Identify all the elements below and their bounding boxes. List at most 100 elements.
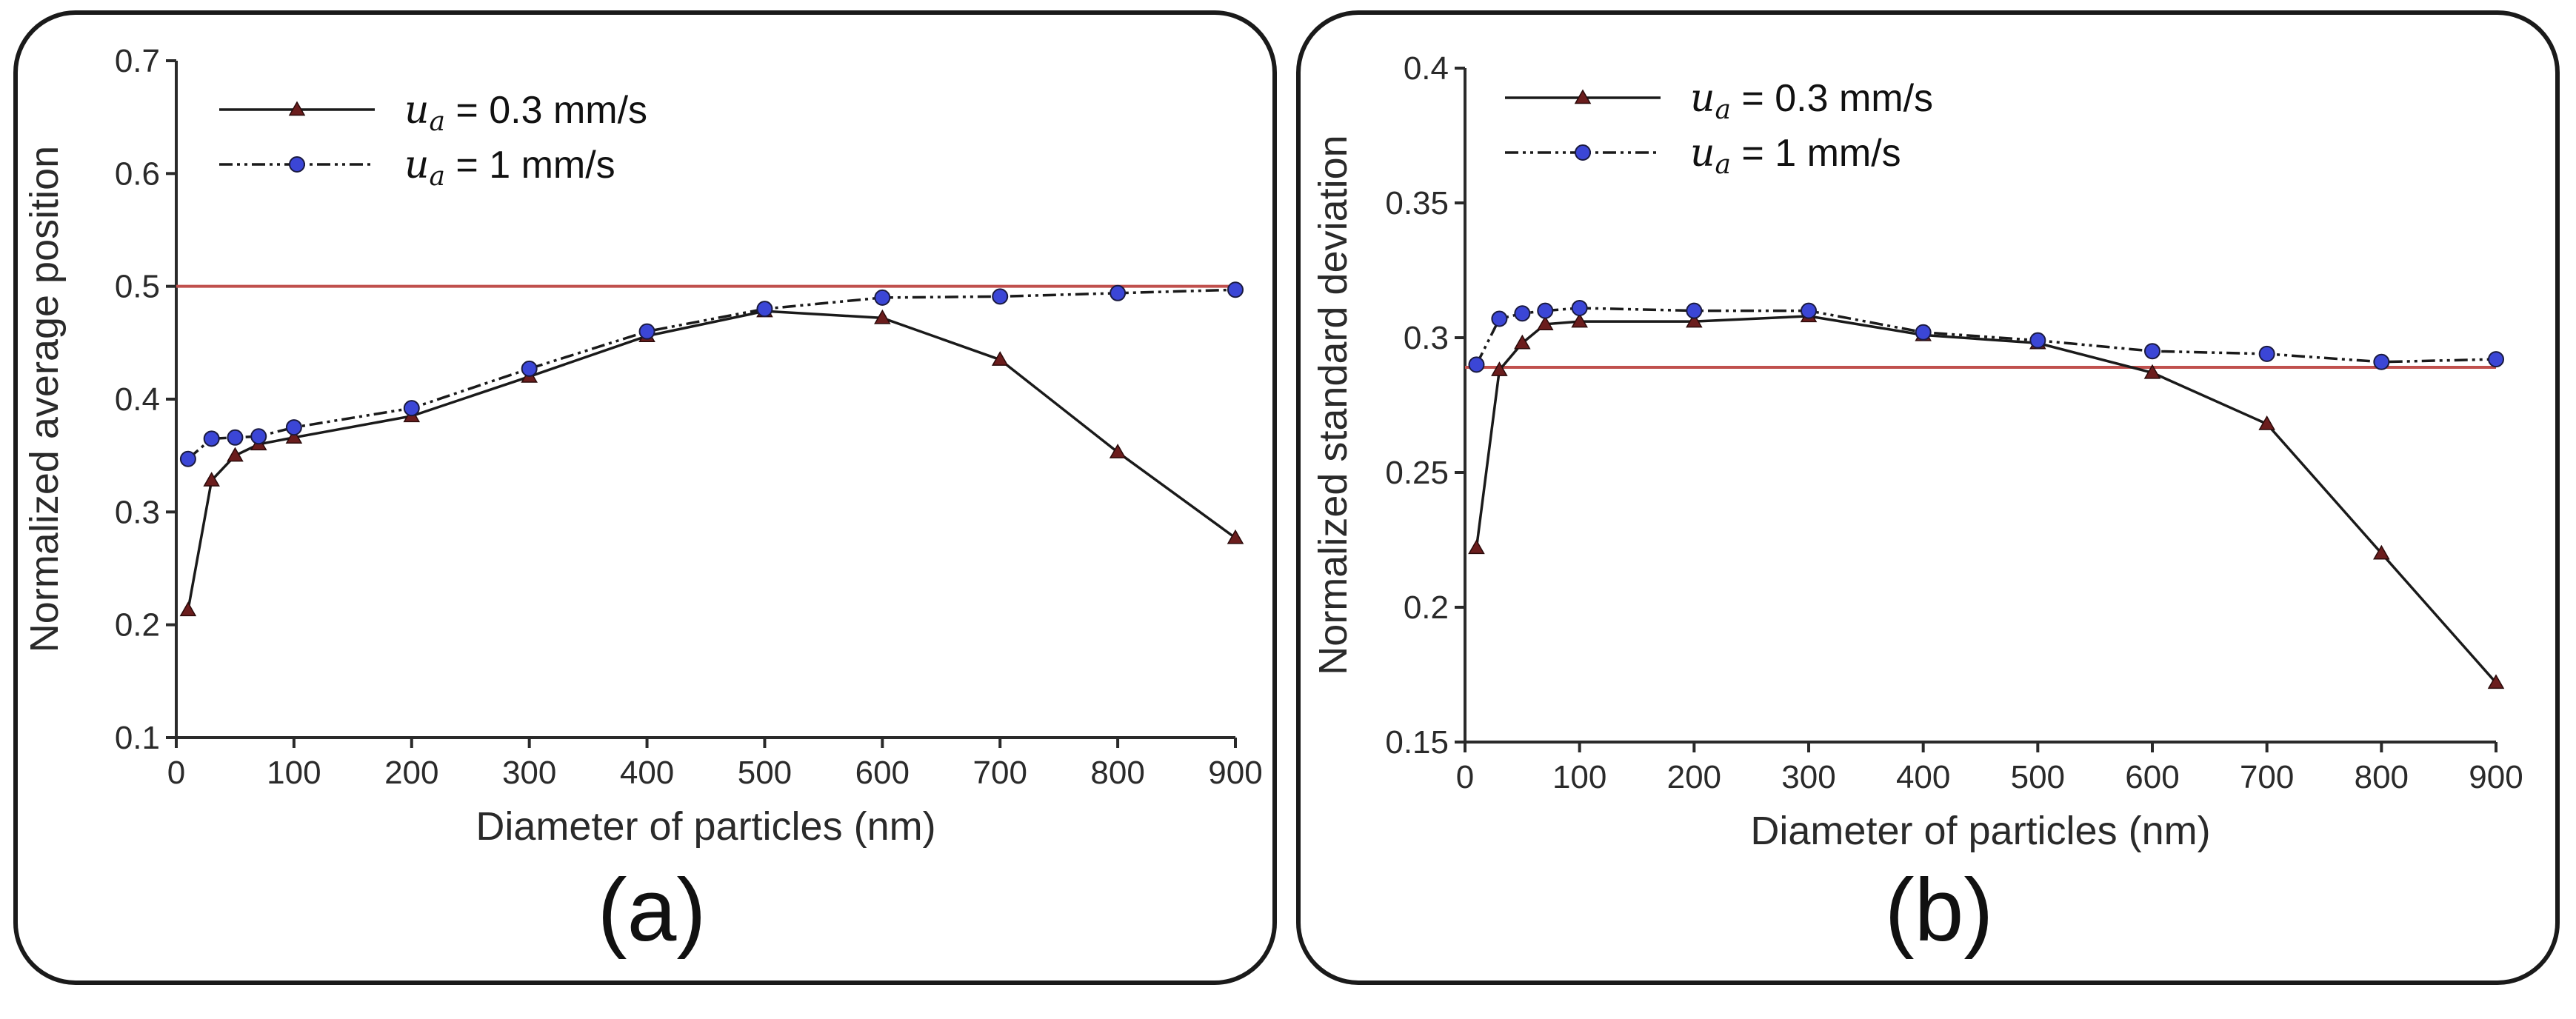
data-point-triangle (1536, 315, 1554, 331)
data-point-circle (1686, 302, 1703, 319)
x-tick-label: 200 (1667, 759, 1721, 795)
x-tick-label: 300 (502, 755, 556, 791)
data-point-triangle (1514, 334, 1531, 350)
legend-marker-circle (1575, 144, 1591, 161)
y-tick-label: 0.2 (1404, 589, 1449, 626)
series-line-fast (187, 288, 1236, 461)
data-point-circle (756, 301, 773, 318)
data-point-triangle (1227, 529, 1244, 544)
y-tick-label: 0.3 (115, 494, 160, 530)
data-point-circle (2144, 343, 2160, 360)
legend-subscript: a (1715, 95, 1731, 125)
data-point-triangle (2487, 674, 2505, 689)
data-point-triangle (285, 429, 303, 444)
data-point-circle (1227, 281, 1244, 298)
panel-b-frame (1296, 10, 2560, 985)
y-tick-label: 0.35 (1385, 185, 1449, 221)
y-tick-label: 0.5 (115, 269, 160, 305)
legend-symbol: u (404, 88, 430, 133)
legend-symbol: u (1690, 76, 1715, 121)
y-tick-label: 0.6 (115, 156, 160, 192)
data-point-circle (179, 450, 196, 467)
data-point-triangle (1491, 361, 1508, 376)
data-point-circle (874, 289, 891, 306)
x-tick-label: 100 (1552, 759, 1606, 795)
panel-label: (a) (598, 861, 707, 960)
x-axis-title: Diameter of particles (nm) (1750, 809, 2210, 853)
y-tick-label: 0.1 (115, 720, 160, 756)
x-tick-label: 400 (1896, 759, 1950, 795)
x-tick-label: 900 (1208, 755, 1262, 791)
legend-marker-circle (289, 156, 305, 173)
data-point-circle (2488, 351, 2504, 368)
data-point-circle (2258, 345, 2275, 362)
data-point-circle (521, 360, 538, 377)
data-point-circle (1571, 299, 1588, 316)
data-point-circle (1110, 284, 1127, 301)
x-tick-label: 200 (384, 755, 438, 791)
data-point-circle (403, 400, 420, 417)
x-tick-label: 500 (738, 755, 792, 791)
y-tick-label: 0.7 (115, 43, 160, 79)
data-point-triangle (874, 309, 891, 324)
data-point-triangle (1686, 313, 1703, 328)
data-point-triangle (2373, 544, 2390, 560)
data-point-triangle (1571, 313, 1588, 328)
x-tick-label: 700 (2240, 759, 2294, 795)
data-point-circle (203, 430, 220, 447)
legend-label: ua = 1 mm/s (404, 143, 615, 192)
data-point-triangle (179, 601, 197, 617)
x-tick-label: 900 (2469, 759, 2523, 795)
series-line-slow (187, 310, 1237, 611)
x-axis-title: Diameter of particles (nm) (476, 804, 935, 849)
data-point-circle (285, 419, 302, 436)
data-point-circle (992, 288, 1009, 305)
data-point-triangle (227, 447, 244, 462)
legend-text-rest: = 1 mm/s (1731, 132, 1901, 175)
x-tick-label: 400 (620, 755, 674, 791)
data-point-circle (1915, 324, 1932, 341)
panel-label: (b) (1885, 861, 1994, 960)
data-point-circle (638, 323, 655, 340)
y-axis-title: Normalized average position (22, 146, 67, 652)
data-point-triangle (1468, 539, 1485, 555)
data-point-circle (1801, 302, 1817, 319)
data-point-triangle (2258, 415, 2275, 430)
legend-subscript: a (1715, 150, 1731, 180)
legend-label: ua = 0.3 mm/s (404, 88, 647, 137)
x-tick-label: 500 (2011, 759, 2065, 795)
data-point-circle (1491, 310, 1508, 327)
data-point-circle (1468, 356, 1485, 373)
series-line-fast (1475, 307, 2497, 366)
chart-b: 0.15 0.2 0.25 0.3 0.35 0.4 0 100 200 300 400 500 600… (1311, 50, 2523, 960)
data-point-circle (1514, 305, 1531, 322)
data-point-circle (250, 428, 267, 445)
data-point-circle (2029, 332, 2046, 349)
chart-a: 0.1 0.2 0.3 0.4 0.5 0.6 0.7 0 100 200 300 400 500 600… (22, 43, 1263, 960)
data-point-triangle (2143, 364, 2161, 379)
x-tick-label: 700 (973, 755, 1027, 791)
legend-text-rest: = 0.3 mm/s (445, 89, 647, 132)
x-tick-label: 600 (2125, 759, 2179, 795)
series-line-slow (1475, 315, 2497, 684)
y-tick-label: 0.4 (1404, 50, 1449, 87)
data-point-triangle (1109, 444, 1127, 458)
legend-label: ua = 0.3 mm/s (1690, 76, 1933, 125)
x-tick-label: 800 (2355, 759, 2409, 795)
x-tick-label: 600 (855, 755, 910, 791)
legend-marker-triangle (1574, 89, 1592, 104)
y-tick-label: 0.3 (1404, 320, 1449, 356)
data-point-circle (227, 429, 244, 446)
x-tick-label: 800 (1090, 755, 1144, 791)
data-point-triangle (991, 351, 1009, 366)
y-tick-label: 0.25 (1385, 455, 1449, 491)
panel-a-frame (13, 10, 1277, 985)
y-tick-label: 0.15 (1385, 724, 1449, 761)
x-tick-label: 300 (1781, 759, 1835, 795)
data-point-circle (1537, 302, 1554, 319)
x-tick-label: 0 (167, 755, 185, 791)
data-point-triangle (203, 472, 220, 487)
legend-symbol: u (404, 143, 430, 187)
legend-symbol: u (1690, 131, 1715, 176)
